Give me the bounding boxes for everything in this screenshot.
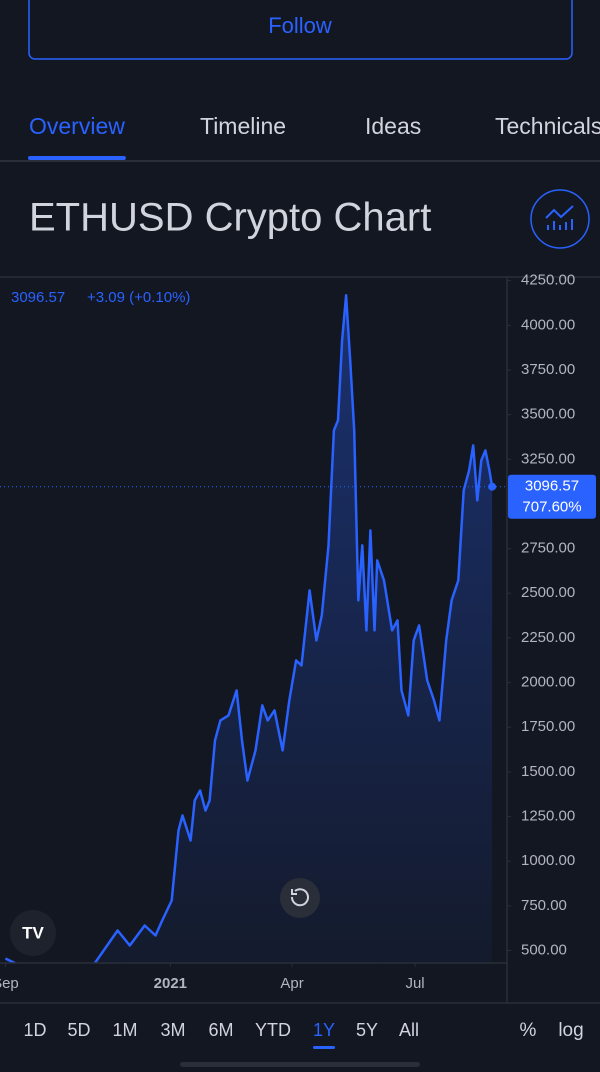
y-tick-label: 500.00: [521, 941, 567, 958]
range-button[interactable]: 6M: [208, 1020, 233, 1040]
y-tick-label: 1500.00: [521, 763, 575, 780]
range-button[interactable]: 1Y: [313, 1020, 335, 1040]
reset-button[interactable]: [280, 878, 320, 918]
tab[interactable]: Technicals: [495, 113, 600, 139]
x-tick-label: 2021: [154, 975, 187, 992]
price-tag: [508, 474, 596, 519]
y-tick-label: 4250.00: [521, 272, 575, 289]
tab[interactable]: Ideas: [365, 113, 421, 139]
y-tick-label: 1750.00: [521, 718, 575, 735]
page-title: ETHUSD Crypto Chart: [29, 196, 431, 240]
y-tick-label: 2000.00: [521, 674, 575, 691]
y-tick-label: 1250.00: [521, 808, 575, 825]
range-bar: 1D 5D 1M 3M 6M YTD 1Y 5Y All% log: [23, 1020, 584, 1049]
range-underline: [313, 1046, 335, 1049]
x-tick-label: Sep: [0, 975, 19, 992]
reset-icon: [290, 888, 309, 907]
header-quote: 3096.57 +3.09 (+0.10%): [11, 289, 190, 306]
range-button[interactable]: All: [399, 1020, 419, 1040]
range-button[interactable]: YTD: [255, 1020, 291, 1040]
scale-option[interactable]: %: [520, 1020, 537, 1041]
y-tick-label: 3500.00: [521, 406, 575, 423]
logo-badge[interactable]: [10, 910, 56, 956]
y-tick-label: 3250.00: [521, 450, 575, 467]
chart-icon: [545, 205, 574, 230]
price-tag-change: 707.60%: [522, 499, 581, 516]
range-button[interactable]: 5Y: [356, 1020, 378, 1040]
scale-option[interactable]: log: [558, 1020, 583, 1041]
logo: TV: [22, 923, 44, 942]
range-button[interactable]: 3M: [160, 1020, 185, 1040]
price-change: +3.09 (+0.10%): [87, 289, 190, 306]
follow-button[interactable]: [28, 0, 573, 60]
y-tick-label: 3750.00: [521, 361, 575, 378]
area: [5, 295, 493, 963]
last-point: [488, 482, 497, 491]
y-tick-label: 750.00: [521, 897, 567, 914]
y-tick-label: 2750.00: [521, 540, 575, 557]
x-tick-label: Apr: [280, 975, 303, 992]
last-price: 3096.57: [11, 289, 65, 306]
y-tick-label: 2500.00: [521, 584, 575, 601]
tab-bar: Overview Timeline Ideas Technicals: [28, 113, 600, 160]
icon-line: [545, 205, 574, 219]
price-line: [4, 294, 494, 963]
follow-label: Follow: [268, 13, 332, 38]
plot: 500.00 750.00 1000.00 1250.00 1500.00 1750.00…: [0, 272, 596, 992]
x-tick-label: Jul: [405, 975, 424, 992]
range-button[interactable]: 1D: [23, 1020, 46, 1040]
price-tag-value: 3096.57: [525, 478, 579, 495]
y-tick-label: 4000.00: [521, 316, 575, 333]
y-tick-label: 2250.00: [521, 629, 575, 646]
range-button[interactable]: 1M: [112, 1020, 137, 1040]
home-indicator: [180, 1062, 420, 1067]
tab-underline: [28, 156, 126, 160]
chart-icon-button[interactable]: [530, 189, 590, 249]
tab[interactable]: Timeline: [200, 113, 286, 139]
series: [4, 294, 494, 963]
tab[interactable]: Overview: [29, 113, 125, 139]
y-tick-label: 1000.00: [521, 852, 575, 869]
range-button[interactable]: 5D: [67, 1020, 90, 1040]
